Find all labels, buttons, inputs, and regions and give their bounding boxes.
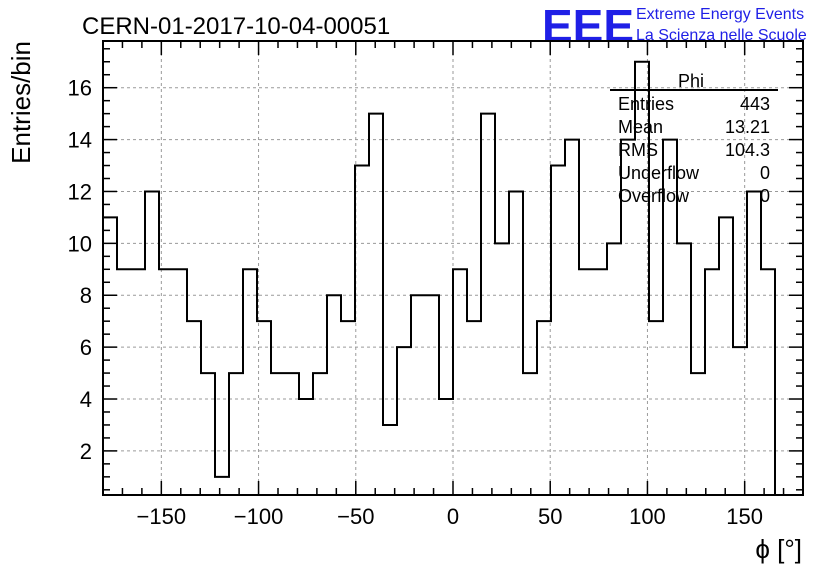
logo-line-1: Extreme Energy Events [636,6,804,23]
histogram-bin [509,191,523,495]
histogram-bin [173,269,187,495]
histogram-bin [103,217,117,495]
x-axis-label: ϕ [°] [755,534,802,564]
histogram-bin [229,373,243,495]
stats-row-label: Overflow [618,186,690,206]
histogram-bin [649,321,663,495]
stats-row-label: RMS [618,140,658,160]
logo-line-2: La Scienza nelle Scuole [636,27,807,44]
histogram-bin [481,114,495,495]
histogram-bin [523,373,537,495]
histogram-bin [495,243,509,495]
histogram-bin [215,477,229,495]
x-tick-label: −150 [137,504,187,529]
histogram-bin [271,373,285,495]
y-tick-label: 12 [68,179,92,204]
x-tick-label: −100 [234,504,284,529]
histogram-bin [145,191,159,495]
histogram-bin [747,191,761,495]
histogram-bin [733,347,747,495]
x-tick-labels: −150 −100 −50 0 50 100 150 [137,504,763,529]
plot-frame [102,40,804,496]
eee-logo: EEE Extreme Energy Events La Scienza nel… [542,0,807,52]
run-title: CERN-01-2017-10-04-00051 [82,13,390,40]
histogram-bin [369,114,383,495]
y-tick-label: 16 [68,76,92,101]
y-tick-label: 10 [68,231,92,256]
x-tick-label: 50 [538,504,562,529]
stats-row-value: 104.3 [725,140,770,160]
axis-ticks [103,41,803,495]
stats-row-label: Entries [618,94,674,114]
histogram-bin [761,269,775,495]
x-tick-label: 0 [447,504,459,529]
stats-row-value: 0 [760,163,770,183]
stats-box: Phi Entries 443 Mean 13.21 RMS 104.3 Underflow… [610,71,778,206]
y-tick-label: 2 [80,439,92,464]
histogram-bin [677,243,691,495]
histogram-bins [103,62,775,495]
histogram-bin [131,269,145,495]
x-tick-label: 100 [629,504,666,529]
stats-row-value: 13.21 [725,117,770,137]
y-tick-label: 6 [80,335,92,360]
y-tick-label: 14 [68,128,92,153]
histogram-outline [102,60,776,495]
histogram-bin [565,140,579,495]
logo-eee: EEE [542,0,634,52]
stats-title: Phi [678,71,704,91]
histogram-bin [705,269,719,495]
histogram-bin [117,269,131,495]
histogram-bin [691,373,705,495]
stats-row-value: 443 [740,94,770,114]
y-axis-label: Entries/bin [6,41,36,164]
stats-row-label: Underflow [618,163,700,183]
histogram-bin [327,295,341,495]
histogram-bin [579,269,593,495]
y-tick-label: 8 [80,283,92,308]
histogram-bin [607,243,621,495]
histogram-bin [383,425,397,495]
histogram-bin [355,166,369,495]
histogram-bin [243,269,257,495]
histogram-bin [313,373,327,495]
histogram-bin [159,269,173,495]
histogram-bin [397,347,411,495]
x-tick-label: 150 [726,504,763,529]
histogram-bin [593,269,607,495]
histogram-bin [201,373,215,495]
stats-row-value: 0 [760,186,770,206]
stats-row-label: Mean [618,117,663,137]
stats-rows: Entries 443 Mean 13.21 RMS 104.3 Underflow 0 Ove… [618,94,770,206]
histogram-bin [425,295,439,495]
histogram-bin [537,321,551,495]
y-tick-label: 4 [80,387,92,412]
histogram-bin [467,321,481,495]
x-tick-label: −50 [337,504,374,529]
histogram-bin [453,269,467,495]
histogram-bin [341,321,355,495]
histogram-bin [257,321,271,495]
y-tick-labels: 2 4 6 8 10 12 14 16 [68,76,92,464]
histogram-bin [551,166,565,495]
histogram-bin [299,399,313,495]
histogram-bin [439,399,453,495]
histogram-bin [719,217,733,495]
histogram-bin [187,321,201,495]
histogram-bin [411,295,425,495]
histogram-bin [285,373,299,495]
